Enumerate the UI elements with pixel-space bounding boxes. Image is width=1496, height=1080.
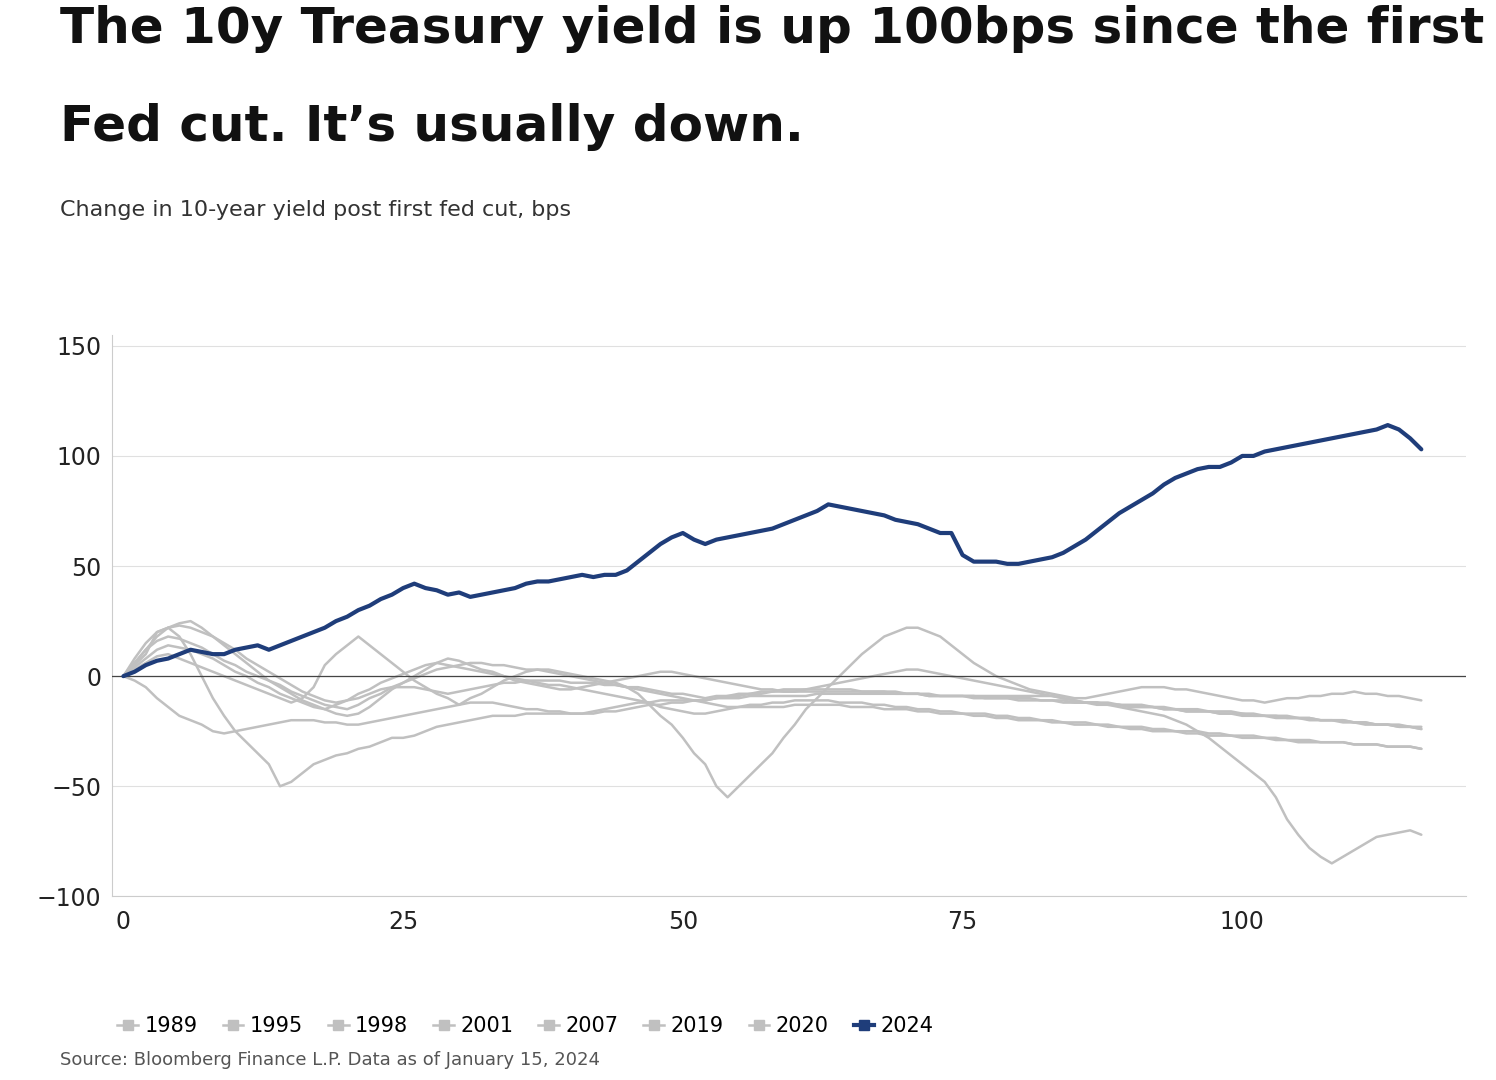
Text: The 10y Treasury yield is up 100bps since the first: The 10y Treasury yield is up 100bps sinc… (60, 5, 1484, 53)
Text: Source: Bloomberg Finance L.P. Data as of January 15, 2024: Source: Bloomberg Finance L.P. Data as o… (60, 1051, 600, 1069)
Text: Fed cut. It’s usually down.: Fed cut. It’s usually down. (60, 103, 803, 150)
Text: Change in 10-year yield post first fed cut, bps: Change in 10-year yield post first fed c… (60, 200, 571, 220)
Legend: 1989, 1995, 1998, 2001, 2007, 2019, 2020, 2024: 1989, 1995, 1998, 2001, 2007, 2019, 2020… (109, 1008, 942, 1044)
